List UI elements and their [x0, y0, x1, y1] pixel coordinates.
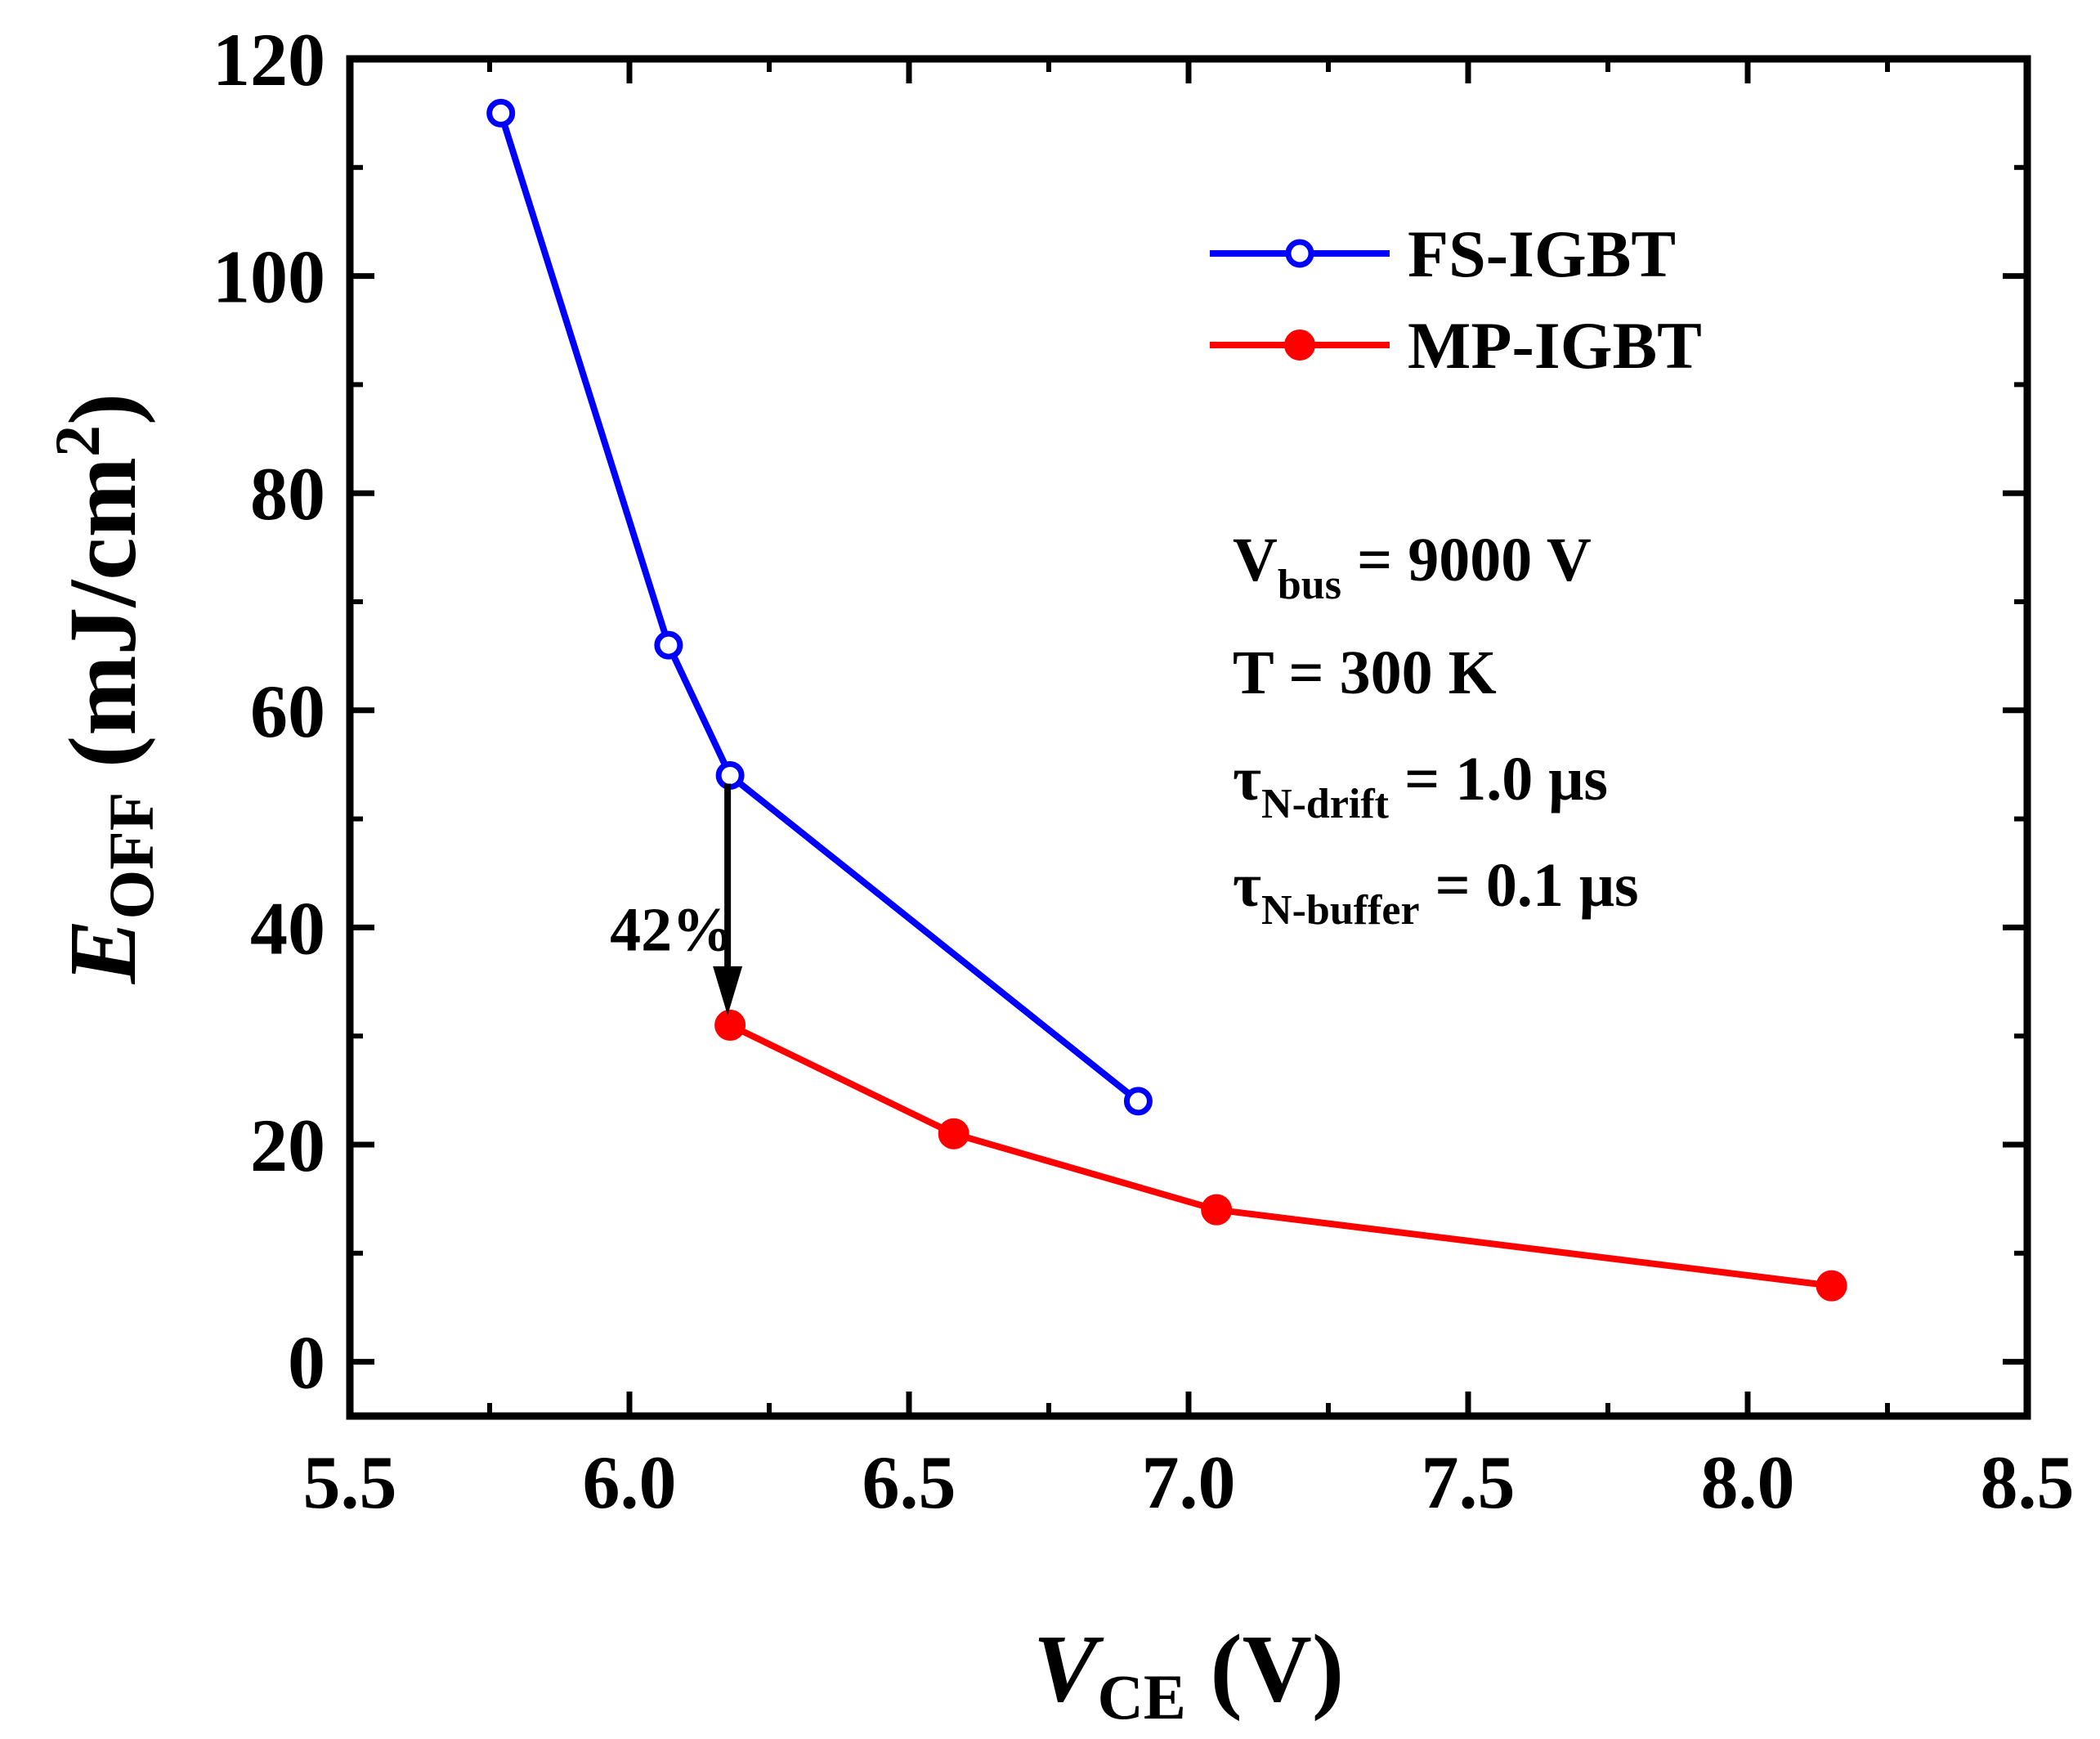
- x-axis-ticks: 5.5 6.0 6.5 7.0 7.5 8.0 8.5: [303, 59, 2075, 1524]
- data-series: [486, 98, 1847, 1302]
- x-tick-label: 8.0: [1701, 1441, 1795, 1524]
- fs-igbt-point: [486, 98, 516, 128]
- condition-line: τN-buffer = 0.1 μs: [1233, 851, 1639, 934]
- condition-line: T = 300 K: [1233, 639, 1497, 707]
- fs-igbt-point: [654, 630, 683, 660]
- condition-value: = 1.0 μs: [1389, 745, 1608, 813]
- y-axis-title-unit: (mJ/cm: [49, 457, 156, 792]
- legend-fs-igbt-marker: [1285, 239, 1314, 268]
- y-axis-title-superscript: 2: [42, 425, 113, 457]
- mp-igbt-point: [714, 1009, 746, 1041]
- y-axis-title-subscript: OFF: [96, 792, 167, 920]
- mp-igbt-point: [1816, 1270, 1847, 1302]
- y-axis-title-unit-close: ): [49, 393, 156, 425]
- x-tick-label: 7.0: [1142, 1441, 1236, 1524]
- reduction-percent-label: 42%: [610, 895, 734, 964]
- condition-subscript: N-buffer: [1261, 887, 1420, 934]
- condition-line: τN-drift = 1.0 μs: [1233, 745, 1608, 827]
- y-axis-ticks: 0 20 40 60 80 100 120: [213, 18, 2027, 1405]
- mp-igbt-point: [938, 1118, 969, 1150]
- legend-mp-igbt-marker: [1284, 329, 1315, 361]
- condition-value: = 9000 V: [1341, 526, 1592, 594]
- plot-frame: [346, 55, 2031, 1420]
- condition-subscript: N-drift: [1261, 781, 1390, 827]
- legend: FS-IGBT MP-IGBT: [1210, 217, 1702, 383]
- reduction-arrow-head: [713, 966, 743, 1015]
- mp-igbt-point: [1201, 1194, 1233, 1226]
- condition-line: Vbus = 9000 V: [1233, 526, 1592, 608]
- reduction-arrow: 42%: [610, 783, 743, 1015]
- y-tick-label: 0: [288, 1321, 325, 1405]
- x-axis-title-symbol: V: [1033, 1615, 1104, 1722]
- y-tick-label: 80: [250, 452, 325, 536]
- conditions-annotation: Vbus = 9000 VT = 300 KτN-drift = 1.0 μsτ…: [1233, 526, 1639, 934]
- y-tick-label: 120: [213, 18, 325, 101]
- x-tick-label: 5.5: [303, 1441, 397, 1524]
- y-tick-label: 40: [250, 886, 325, 970]
- fs-igbt-point: [1123, 1087, 1153, 1116]
- condition-symbol: T = 300 K: [1233, 639, 1497, 707]
- x-axis-title-subscript: CE: [1098, 1661, 1186, 1732]
- y-tick-label: 60: [250, 670, 325, 753]
- condition-value: = 0.1 μs: [1420, 851, 1639, 920]
- legend-mp-igbt-label: MP-IGBT: [1408, 308, 1702, 383]
- x-tick-label: 6.0: [583, 1441, 677, 1524]
- legend-fs-igbt-label: FS-IGBT: [1408, 217, 1676, 291]
- condition-subscript: bus: [1278, 562, 1341, 608]
- x-tick-label: 6.5: [862, 1441, 956, 1524]
- x-tick-label: 7.5: [1422, 1441, 1516, 1524]
- condition-symbol: V: [1233, 526, 1278, 594]
- y-tick-label: 20: [250, 1104, 325, 1187]
- fs-igbt-line: [497, 112, 1140, 1105]
- y-axis-title-symbol: E: [49, 920, 156, 985]
- y-axis-title: EOFF (mJ/cm2): [42, 393, 167, 985]
- x-tick-label: 8.5: [1981, 1441, 2075, 1524]
- x-axis-title-unit: (V): [1186, 1615, 1344, 1722]
- y-tick-label: 100: [213, 235, 325, 319]
- mp-igbt-line: [728, 1022, 1833, 1289]
- fs-igbt-point: [715, 760, 745, 790]
- condition-symbol: τ: [1233, 851, 1261, 920]
- x-axis-title: VCE (V): [1033, 1615, 1344, 1732]
- condition-symbol: τ: [1233, 745, 1261, 813]
